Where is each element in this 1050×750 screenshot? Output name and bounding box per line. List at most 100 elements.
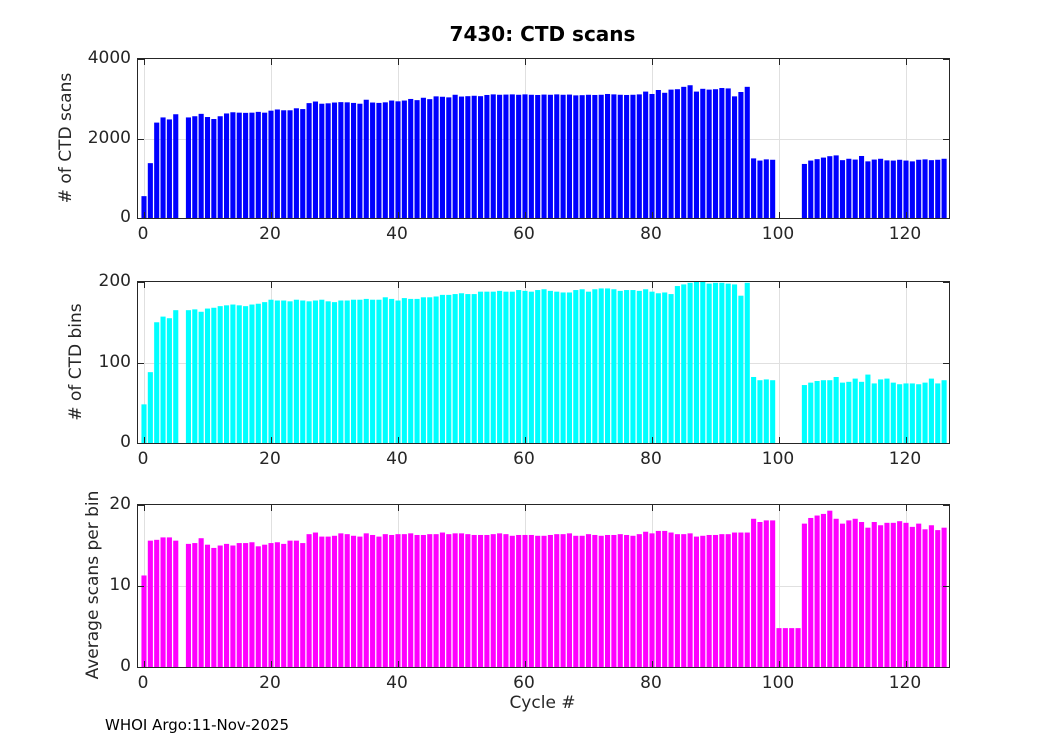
bar-ctd-bins-cycle-92 (725, 283, 731, 443)
bar-ctd-scans-cycle-32 (344, 102, 350, 218)
bar-ctd-scans-cycle-96 (751, 158, 757, 218)
bar-avg-scans-per-bin-cycle-112 (852, 518, 858, 667)
bar-ctd-scans-cycle-112 (852, 159, 858, 218)
bar-ctd-scans-cycle-14 (230, 112, 236, 218)
bar-avg-scans-per-bin-cycle-94 (738, 532, 744, 667)
bar-ctd-bins-cycle-70 (585, 291, 592, 443)
bar-avg-scans-per-bin-cycle-43 (414, 534, 420, 667)
x-tick-label: 0 (137, 673, 149, 693)
x-tick-label: 40 (386, 224, 408, 244)
bar-ctd-scans-cycle-70 (585, 94, 592, 218)
bar-ctd-scans-cycle-31 (338, 102, 344, 218)
bar-avg-scans-per-bin-cycle-33 (351, 535, 357, 667)
bar-avg-scans-per-bin-cycle-5 (173, 540, 179, 667)
bar-avg-scans-per-bin-cycle-106 (814, 515, 820, 667)
bar-avg-scans-per-bin-cycle-10 (204, 544, 211, 667)
bar-ctd-bins-cycle-69 (579, 289, 585, 443)
bar-ctd-scans-cycle-21 (274, 109, 280, 218)
bar-avg-scans-per-bin-cycle-101 (782, 628, 788, 667)
bar-ctd-bins-cycle-94 (738, 295, 744, 443)
bar-avg-scans-per-bin-cycle-104 (801, 523, 807, 667)
bar-avg-scans-per-bin-cycle-40 (395, 534, 401, 667)
bar-ctd-scans-cycle-4 (166, 119, 172, 218)
bar-ctd-bins-cycle-19 (262, 302, 268, 443)
bar-avg-scans-per-bin-cycle-111 (846, 520, 852, 667)
bar-avg-scans-per-bin-cycle-9 (198, 538, 204, 667)
x-axis-label: Cycle # (509, 693, 576, 713)
bar-avg-scans-per-bin-cycle-29 (325, 536, 331, 667)
bar-ctd-scans-cycle-76 (624, 94, 630, 218)
x-tick-label: 0 (137, 449, 149, 469)
bar-avg-scans-per-bin-cycle-46 (433, 534, 439, 667)
bar-ctd-bins-cycle-82 (662, 292, 668, 443)
bar-ctd-scans-cycle-68 (573, 95, 579, 218)
bar-ctd-bins-cycle-48 (446, 294, 452, 443)
bar-ctd-bins-cycle-49 (452, 294, 458, 443)
bar-avg-scans-per-bin-cycle-37 (376, 536, 382, 667)
bar-ctd-bins-cycle-27 (312, 300, 318, 443)
subplot-ctd-scans (137, 58, 950, 219)
bar-ctd-scans-cycle-65 (554, 94, 560, 218)
bar-ctd-scans-cycle-64 (547, 94, 553, 218)
bar-avg-scans-per-bin-cycle-114 (865, 527, 871, 667)
bar-ctd-scans-cycle-1 (147, 163, 153, 218)
bar-ctd-scans-cycle-39 (389, 100, 395, 218)
bar-ctd-bins-cycle-120 (903, 383, 909, 443)
bar-ctd-scans-cycle-59 (516, 94, 522, 218)
chart-title: 7430: CTD scans (449, 22, 636, 46)
x-tick-label: 40 (386, 449, 408, 469)
bar-avg-scans-per-bin-cycle-79 (643, 531, 649, 667)
bar-ctd-bins-cycle-88 (700, 282, 706, 443)
bar-ctd-bins-cycle-57 (503, 291, 509, 443)
bar-ctd-bins-cycle-47 (439, 294, 445, 443)
bar-ctd-bins-cycle-95 (744, 282, 750, 443)
bar-ctd-bins-cycle-2 (154, 322, 160, 443)
bar-ctd-bins-cycle-90 (712, 282, 719, 443)
bar-avg-scans-per-bin-cycle-100 (776, 628, 782, 667)
bar-ctd-scans-cycle-92 (725, 88, 731, 218)
bar-ctd-scans-cycle-75 (617, 94, 623, 218)
bar-ctd-bins-cycle-96 (751, 376, 757, 443)
bar-avg-scans-per-bin-cycle-71 (592, 534, 598, 667)
bar-ctd-scans-cycle-79 (643, 91, 649, 218)
bar-ctd-scans-cycle-8 (192, 116, 198, 218)
x-tick-label: 80 (640, 224, 662, 244)
bar-avg-scans-per-bin-cycle-113 (859, 522, 865, 667)
bar-avg-scans-per-bin-cycle-60 (522, 534, 528, 667)
bar-ctd-scans-cycle-30 (331, 102, 338, 218)
bar-ctd-bins-cycle-104 (801, 385, 807, 443)
bar-ctd-bins-cycle-72 (598, 288, 604, 443)
bar-ctd-scans-cycle-113 (859, 155, 865, 218)
y-tick-label: 0 (120, 207, 131, 227)
bar-ctd-bins-cycle-89 (706, 283, 712, 443)
bar-ctd-bins-cycle-60 (522, 290, 528, 443)
bar-ctd-bins-cycle-12 (217, 306, 223, 443)
bar-ctd-scans-cycle-125 (935, 159, 941, 218)
bar-avg-scans-per-bin-cycle-52 (471, 534, 477, 667)
bar-avg-scans-per-bin-cycle-15 (236, 543, 242, 667)
bar-ctd-bins-cycle-45 (427, 297, 433, 443)
bar-ctd-scans-cycle-78 (636, 94, 642, 218)
bar-avg-scans-per-bin-cycle-50 (458, 533, 465, 667)
bar-avg-scans-per-bin-cycle-64 (547, 534, 553, 667)
bar-ctd-scans-cycle-26 (306, 103, 312, 218)
bar-ctd-scans-cycle-115 (871, 159, 877, 218)
bar-ctd-bins-cycle-64 (547, 290, 553, 443)
bar-avg-scans-per-bin-cycle-125 (935, 530, 941, 667)
bar-ctd-bins-cycle-9 (198, 311, 204, 443)
bar-ctd-bins-cycle-87 (693, 282, 699, 443)
bar-ctd-bins-cycle-5 (173, 310, 179, 443)
bar-avg-scans-per-bin-cycle-18 (255, 546, 261, 667)
bar-ctd-scans-cycle-54 (484, 94, 490, 218)
bar-ctd-bins-cycle-123 (922, 382, 928, 443)
bar-ctd-bins-cycle-98 (763, 379, 769, 443)
bar-avg-scans-per-bin-cycle-90 (712, 534, 719, 667)
bar-avg-scans-per-bin-cycle-25 (300, 543, 306, 667)
bar-ctd-bins-cycle-111 (846, 381, 852, 443)
bar-avg-scans-per-bin-cycle-3 (160, 537, 166, 667)
bar-ctd-bins-cycle-125 (935, 383, 941, 443)
bar-avg-scans-per-bin-cycle-67 (566, 533, 572, 667)
bar-ctd-scans-cycle-16 (243, 112, 249, 218)
bar-ctd-bins-cycle-23 (287, 301, 293, 443)
bar-avg-scans-per-bin-cycle-115 (871, 522, 877, 667)
